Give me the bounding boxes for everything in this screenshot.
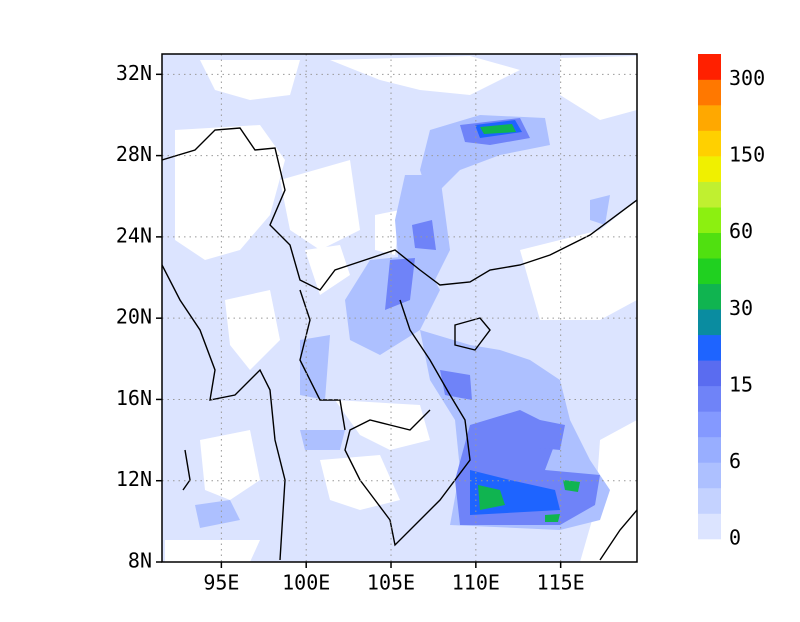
axes: 95E 100E 105E 110E 115E 8N 12N 16N 20N 24N 28N 32N xyxy=(116,61,585,595)
x-tick-label: 100E xyxy=(282,571,330,595)
map-frame xyxy=(161,53,638,563)
colorbar-swatch xyxy=(698,258,721,285)
y-tick-label: 20N xyxy=(116,305,152,329)
x-tick-label: 110E xyxy=(452,571,500,595)
colorbar-swatch xyxy=(698,309,721,336)
colorbar-swatch xyxy=(698,360,721,387)
colorbar-swatch xyxy=(698,207,721,233)
y-tick-label: 32N xyxy=(116,61,152,85)
colorbar-swatch xyxy=(698,513,721,540)
colorbar-label: 6 xyxy=(729,449,741,473)
coastlines xyxy=(162,127,637,561)
colorbar-label: 30 xyxy=(729,296,753,320)
colorbar-swatch xyxy=(698,411,721,438)
x-tick-label: 115E xyxy=(537,571,585,595)
colorbar-label: 15 xyxy=(729,372,753,396)
x-tick-label: 95E xyxy=(203,571,239,595)
colorbar-label: 300 xyxy=(729,66,765,90)
colorbar-swatch xyxy=(698,487,721,514)
colorbar-swatch xyxy=(698,79,721,106)
colorbar-swatch xyxy=(698,334,721,361)
y-tick-label: 28N xyxy=(116,142,152,166)
colorbar-label: 0 xyxy=(729,526,741,550)
very-intense-rain xyxy=(478,124,580,522)
colorbar-swatch xyxy=(698,462,721,489)
colorbar-label: 150 xyxy=(729,143,765,167)
colorbar-swatch xyxy=(698,105,721,131)
y-tick-label: 8N xyxy=(128,549,152,573)
colorbar-swatch xyxy=(698,436,721,463)
colorbar-swatch xyxy=(698,385,721,412)
colorbar-swatch xyxy=(698,181,721,208)
colorbar-swatch xyxy=(698,130,721,157)
colorbar-swatch xyxy=(698,232,721,259)
precip-field xyxy=(162,54,637,562)
colorbar-swatch xyxy=(698,54,721,80)
y-tick-label: 12N xyxy=(116,467,152,491)
colorbar-label: 60 xyxy=(729,219,753,243)
colorbar: 0 6 15 30 60 150 300 xyxy=(698,54,765,550)
y-tick-label: 24N xyxy=(116,223,152,247)
y-tick-label: 16N xyxy=(116,386,152,410)
colorbar-swatch xyxy=(698,283,721,310)
colorbar-swatch xyxy=(698,156,721,182)
x-tick-label: 105E xyxy=(367,571,415,595)
